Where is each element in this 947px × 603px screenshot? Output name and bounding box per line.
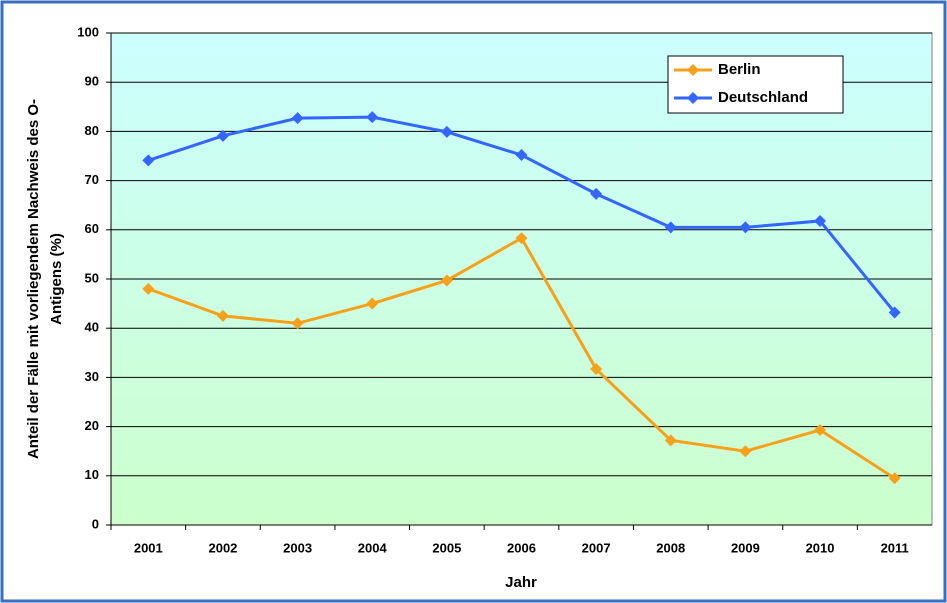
marker	[664, 221, 677, 234]
marker	[814, 424, 827, 437]
marker	[814, 214, 827, 227]
legend-marker	[687, 92, 699, 104]
legend-label: Berlin	[718, 61, 761, 78]
marker	[515, 232, 528, 245]
marker	[739, 221, 752, 234]
x-tick-label: 2007	[582, 540, 611, 555]
y-tick-label: 100	[77, 24, 99, 39]
marker	[366, 111, 379, 124]
x-tick-label: 2010	[806, 540, 835, 555]
x-tick-label: 2004	[358, 540, 388, 555]
x-tick-label: 2002	[208, 540, 237, 555]
x-tick-label: 2011	[881, 540, 909, 555]
y-tick-label: 80	[85, 123, 99, 138]
y-tick-label: 60	[85, 221, 99, 236]
x-tick-label: 2005	[432, 540, 461, 555]
marker	[291, 112, 304, 125]
x-tick-label: 2008	[656, 540, 685, 555]
marker	[216, 129, 229, 142]
marker	[291, 317, 304, 330]
marker	[590, 363, 603, 376]
y-tick-label: 20	[85, 418, 99, 433]
marker	[739, 445, 752, 458]
y-axis-label: Anteil der Fälle mit vorliegendem Nachwe…	[25, 99, 42, 459]
marker	[590, 187, 603, 200]
marker	[366, 297, 379, 310]
marker	[216, 309, 229, 322]
y-tick-label: 40	[85, 320, 99, 335]
y-tick-label: 90	[85, 74, 99, 89]
marker	[142, 282, 155, 295]
legend-marker	[687, 64, 699, 76]
marker	[888, 472, 901, 485]
y-tick-label: 0	[92, 516, 99, 531]
x-tick-label: 2006	[507, 540, 536, 555]
legend	[667, 55, 844, 114]
marker	[664, 434, 677, 447]
legend-label: Deutschland	[718, 89, 808, 106]
x-axis-label: Jahr	[505, 574, 537, 591]
x-tick-label: 2001	[134, 540, 163, 555]
y-tick-label: 70	[85, 172, 99, 187]
marker	[515, 149, 528, 162]
marker	[440, 125, 453, 138]
y-axis-label: Antigens (%)	[48, 233, 65, 325]
marker	[142, 154, 155, 167]
x-tick-label: 2009	[731, 540, 760, 555]
y-tick-label: 50	[85, 270, 99, 285]
y-tick-label: 10	[85, 467, 99, 482]
y-tick-label: 30	[85, 369, 99, 384]
marker	[888, 306, 901, 319]
x-tick-label: 2003	[283, 540, 312, 555]
marker	[440, 274, 453, 287]
